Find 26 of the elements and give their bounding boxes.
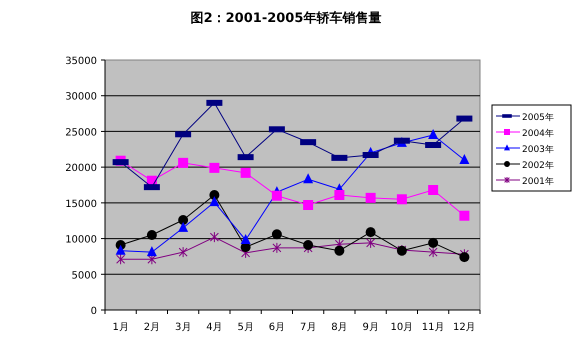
- legend-label: 2005年: [522, 112, 554, 123]
- y-tick-label: 0: [90, 306, 97, 317]
- x-tick-label: 1月: [112, 322, 129, 333]
- legend-label: 2003年: [522, 144, 554, 155]
- x-tick-label: 8月: [331, 322, 348, 333]
- y-tick-label: 5000: [72, 270, 97, 282]
- chart-title: 图2：2001-2005年轿车销售量: [190, 10, 382, 26]
- x-tick-label: 12月: [453, 322, 476, 333]
- x-tick-label: 10月: [390, 322, 414, 333]
- legend-label: 2002年: [522, 160, 554, 171]
- y-tick-label: 35000: [65, 56, 97, 67]
- y-tick-label: 25000: [65, 127, 97, 138]
- y-tick-label: 10000: [65, 234, 97, 246]
- x-tick-label: 5月: [237, 322, 254, 333]
- legend-label: 2001年: [522, 176, 554, 187]
- x-tick-label: 9月: [362, 322, 379, 333]
- y-tick-label: 30000: [65, 92, 97, 103]
- x-tick-label: 3月: [174, 322, 192, 333]
- legend-label: 2004年: [522, 128, 554, 139]
- x-tick-label: 7月: [300, 322, 316, 333]
- x-tick-label: 4月: [206, 322, 223, 333]
- x-tick-label: 6月: [268, 322, 286, 333]
- x-tick-label: 11月: [422, 322, 444, 333]
- y-tick-label: 15000: [65, 198, 97, 210]
- x-tick-label: 2月: [144, 322, 160, 333]
- y-tick-label: 20000: [65, 163, 97, 174]
